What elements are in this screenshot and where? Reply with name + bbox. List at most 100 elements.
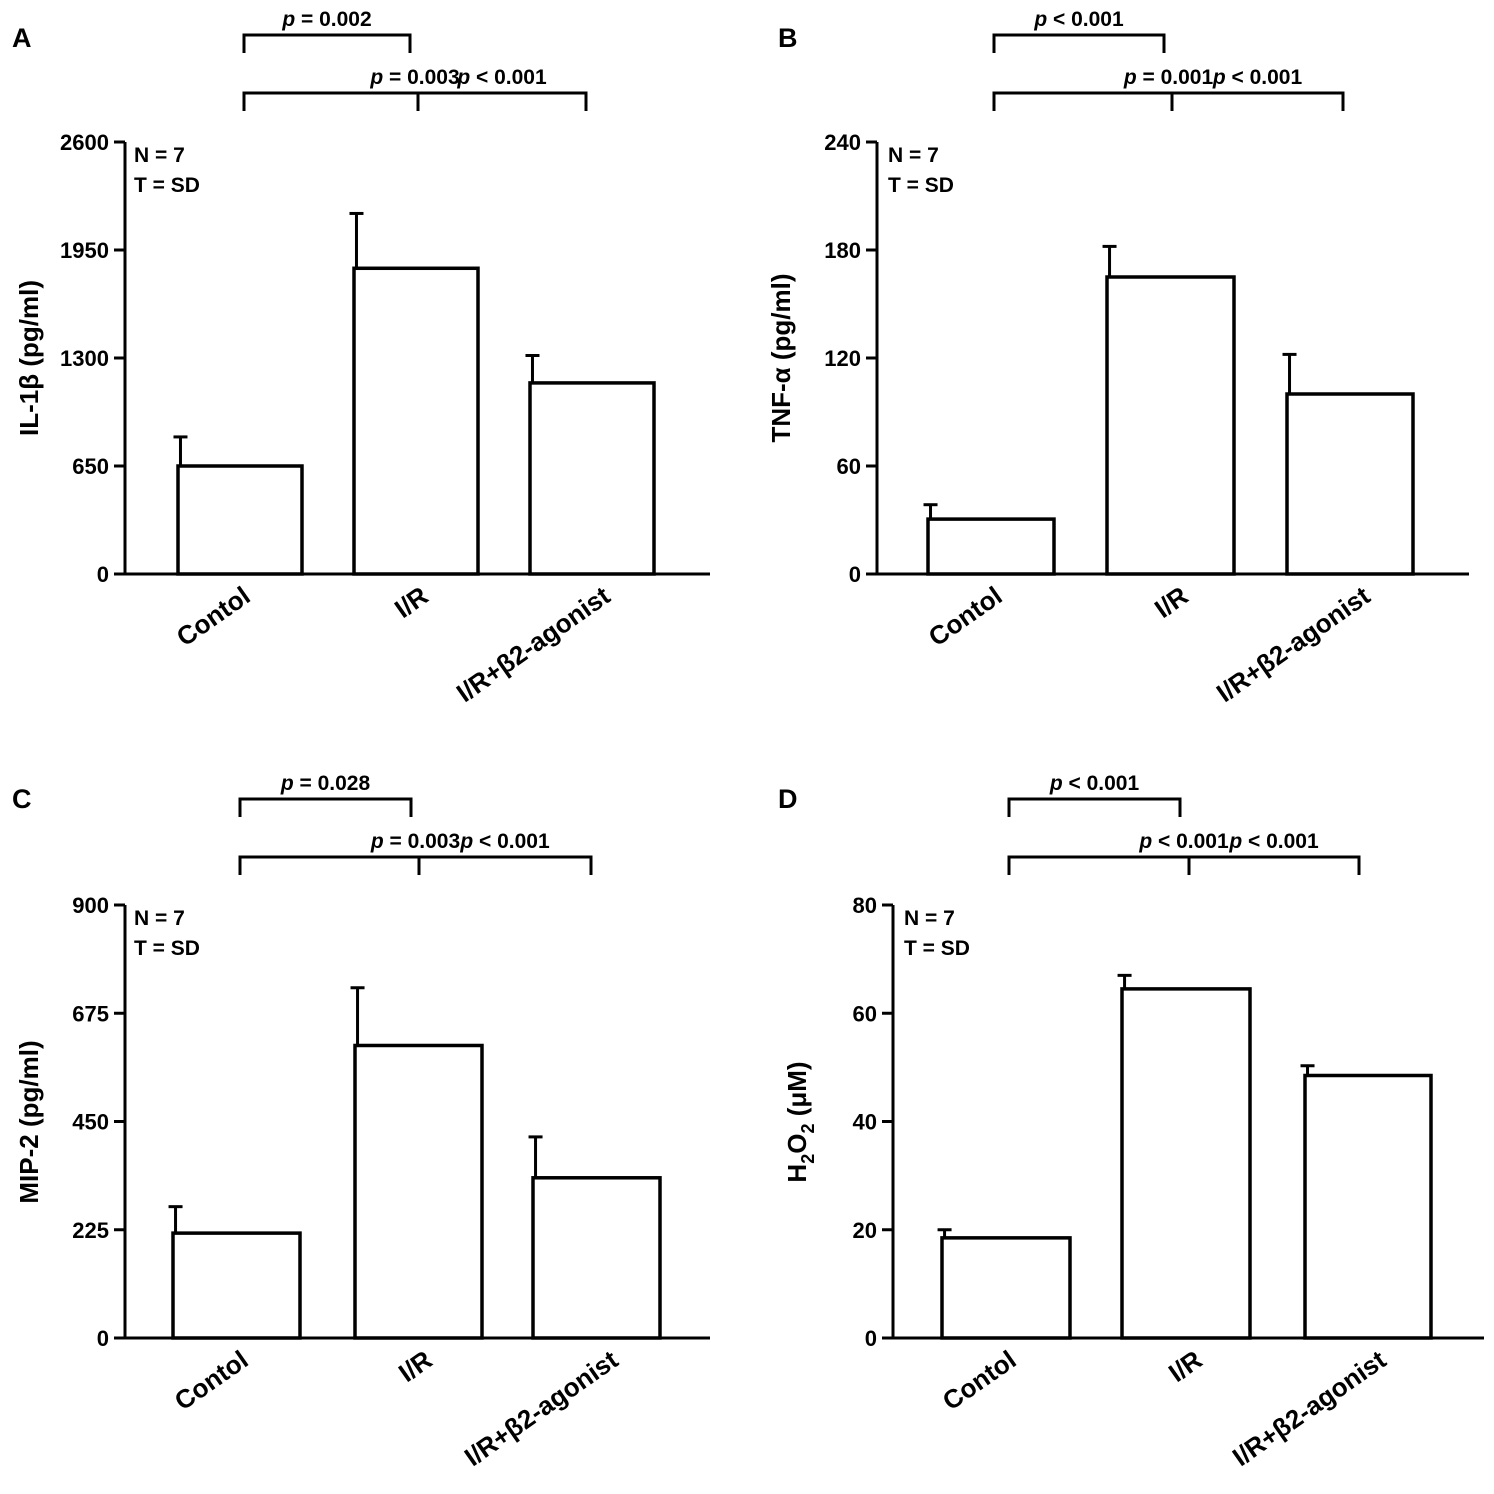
p-symbol: p — [456, 66, 470, 89]
category-label-control: Contol — [169, 1344, 254, 1416]
p-value: = 0.002 — [295, 8, 371, 31]
y-tick-label: 450 — [72, 1110, 109, 1135]
y-ticks: 0 60 120 180 240 — [824, 130, 877, 587]
p-symbol: p — [369, 66, 383, 89]
y-tick-label: 240 — [824, 130, 861, 155]
y-tick-label: 0 — [97, 1326, 109, 1351]
p-value: < 0.001 — [1063, 772, 1140, 795]
p-value: = 0.028 — [294, 772, 371, 795]
p-symbol: p — [1228, 830, 1242, 853]
p-value-label: p < 0.001 — [1049, 772, 1140, 795]
p-symbol: p — [1049, 772, 1063, 795]
y-tick-label: 675 — [72, 1001, 109, 1026]
p-symbol: p — [370, 830, 384, 853]
p-value-label: p < 0.001 — [1212, 66, 1303, 89]
bar-0 — [171, 1231, 302, 1340]
p-value-label: p < 0.001 — [456, 66, 547, 89]
y-axis-label: IL-1β (pg/ml) — [14, 280, 44, 436]
p-value-label: p = 0.003 — [370, 830, 460, 853]
y-tick-label: 0 — [849, 562, 861, 587]
p-value: < 0.001 — [1152, 830, 1229, 853]
error-bars — [923, 244, 1297, 520]
y-ticks: 0 20 40 60 80 — [853, 893, 893, 1351]
p-symbol: p — [280, 772, 294, 795]
p-value: < 0.001 — [473, 830, 550, 853]
y-tick-label: 0 — [97, 562, 109, 587]
y-tick-label: 2600 — [60, 130, 109, 155]
sd-note: T = SD — [888, 174, 954, 197]
y-tick-label: 20 — [853, 1218, 877, 1243]
bars — [926, 275, 1415, 576]
ylabel-sub-1: 2 — [798, 1154, 818, 1164]
p-value-label: p < 0.001 — [1033, 8, 1124, 31]
y-tick-label: 60 — [853, 1001, 877, 1026]
bar-2 — [531, 1176, 662, 1340]
sd-note: T = SD — [134, 937, 200, 960]
p-value-label: p < 0.001 — [1228, 830, 1319, 853]
panel-letter: D — [778, 784, 798, 814]
bar-2 — [1303, 1073, 1433, 1340]
category-label-ir: I/R — [1163, 1344, 1208, 1388]
bracket — [238, 797, 413, 817]
y-tick-label: 900 — [72, 893, 109, 918]
y-tick-label: 650 — [72, 454, 109, 479]
bar-2 — [1285, 392, 1415, 576]
bar-1 — [352, 266, 480, 576]
category-label-ir: I/R — [389, 580, 434, 624]
bar-1 — [1120, 987, 1252, 1340]
bars — [171, 1043, 662, 1340]
category-label-ir: I/R — [1149, 580, 1194, 624]
n-note: N = 7 — [904, 907, 955, 930]
bracket — [417, 855, 593, 875]
bracket — [1007, 855, 1361, 875]
p-symbol: p — [1033, 8, 1047, 31]
bracket — [1170, 91, 1345, 111]
category-label-ir-b2: I/R+β2-agonist — [451, 580, 616, 708]
sd-note: T = SD — [904, 937, 970, 960]
bar-0 — [940, 1236, 1072, 1340]
bars — [940, 987, 1433, 1340]
n-note: N = 7 — [134, 907, 185, 930]
bars — [176, 266, 656, 576]
p-value-label: p < 0.001 — [1138, 830, 1229, 853]
bracket — [992, 91, 1345, 111]
category-label-control: Contol — [923, 580, 1008, 652]
p-symbol: p — [1212, 66, 1226, 89]
bar-1 — [353, 1043, 484, 1340]
category-label-ir-b2: I/R+β2-agonist — [1211, 580, 1376, 708]
y-tick-label: 1950 — [60, 238, 109, 263]
y-tick-label: 40 — [853, 1110, 877, 1135]
ylabel-unit: (μM) — [782, 1061, 812, 1123]
bracket — [242, 91, 588, 111]
bar-0 — [176, 464, 304, 576]
n-note: N = 7 — [134, 144, 185, 167]
p-symbol: p — [1123, 66, 1137, 89]
category-label-ir: I/R — [393, 1344, 438, 1388]
y-axis-label: MIP-2 (pg/ml) — [14, 1040, 44, 1203]
category-label-control: Contol — [937, 1344, 1022, 1416]
p-symbol: p — [1138, 830, 1152, 853]
y-tick-label: 1300 — [60, 346, 109, 371]
ylabel-o: O — [782, 1134, 812, 1154]
error-bars — [168, 986, 543, 1234]
bar-2 — [528, 381, 656, 576]
panel-letter: B — [778, 23, 798, 53]
bracket — [1187, 855, 1361, 875]
p-value-label: p = 0.003 — [369, 66, 459, 89]
p-value: < 0.001 — [1226, 66, 1303, 89]
bar-1 — [1105, 275, 1236, 576]
p-value: < 0.001 — [1047, 8, 1124, 31]
p-symbol: p — [459, 830, 473, 853]
p-value-label: p < 0.001 — [459, 830, 550, 853]
p-symbol: p — [281, 8, 295, 31]
p-value: = 0.003 — [384, 830, 460, 853]
p-value: < 0.001 — [470, 66, 547, 89]
